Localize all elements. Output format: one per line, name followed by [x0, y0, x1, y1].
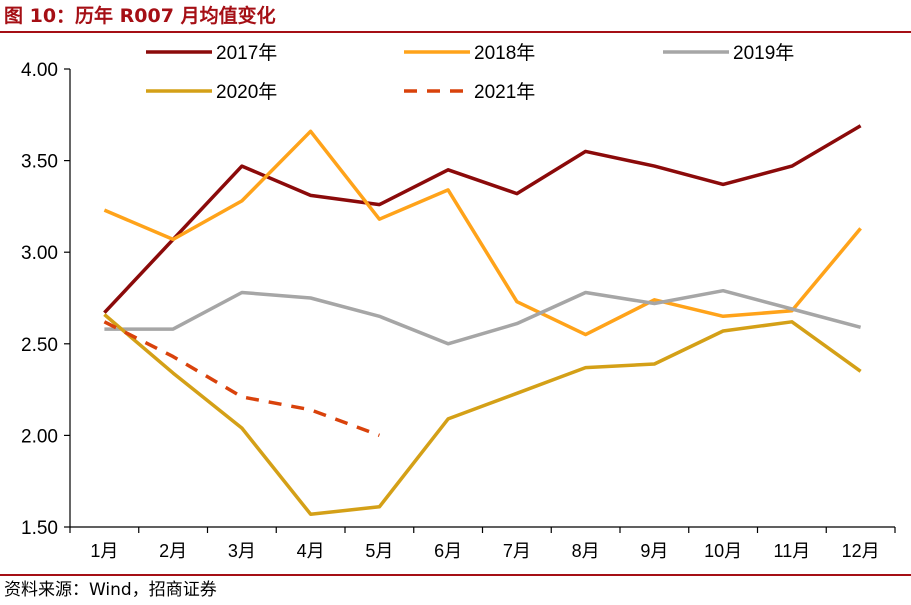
x-tick-label: 4月 — [297, 541, 325, 561]
title-rule — [0, 31, 911, 33]
chart-legend: 2017年 2018年 2019年 2020年 2021年 — [146, 42, 794, 103]
x-tick-label: 8月 — [572, 541, 600, 561]
series-line-1 — [103, 124, 862, 314]
chart-title: 图 10：历年 R007 月均值变化 — [4, 5, 276, 27]
x-tick-label: 9月 — [640, 541, 668, 561]
y-tick-label: 4.00 — [21, 60, 58, 81]
series-line-3 — [104, 288, 862, 346]
x-tick-label: 7月 — [503, 541, 531, 561]
legend-label-5: 2021年 — [474, 81, 535, 103]
legend-label-3: 2019年 — [733, 42, 794, 64]
x-tick-label: 3月 — [228, 541, 256, 561]
series-line-5 — [103, 320, 381, 438]
legend-label-4: 2020年 — [216, 81, 277, 103]
source-rule — [0, 574, 911, 576]
y-tick-label: 2.50 — [21, 335, 58, 356]
chart-axes: 1.50 2.00 2.50 3.00 3.50 4.00 1月 2月 3月 4月 5月 6月 7月 8月… — [21, 60, 896, 561]
legend-label-1: 2017年 — [216, 42, 277, 64]
y-tick-label: 3.50 — [21, 152, 58, 173]
legend-label-2: 2018年 — [474, 42, 535, 64]
x-tick-label: 2月 — [159, 541, 187, 561]
chart-series — [103, 124, 862, 516]
y-tick-label: 2.00 — [21, 426, 58, 447]
series-line-2 — [103, 129, 862, 337]
line-chart: 1.50 2.00 2.50 3.00 3.50 4.00 1月 2月 3月 4月 5月 6月 7月 8月… — [21, 42, 896, 561]
x-tick-label: 10月 — [704, 541, 742, 561]
x-tick-label: 1月 — [90, 541, 118, 561]
x-tick-label: 11月 — [774, 541, 811, 561]
series-line-4 — [103, 313, 862, 516]
y-tick-label: 1.50 — [21, 518, 58, 539]
x-tick-label: 12月 — [842, 541, 880, 561]
x-tick-label: 5月 — [365, 541, 393, 561]
y-tick-label: 3.00 — [21, 243, 58, 264]
x-tick-label: 6月 — [434, 541, 462, 561]
source-note: 资料来源：Wind，招商证券 — [4, 580, 217, 600]
